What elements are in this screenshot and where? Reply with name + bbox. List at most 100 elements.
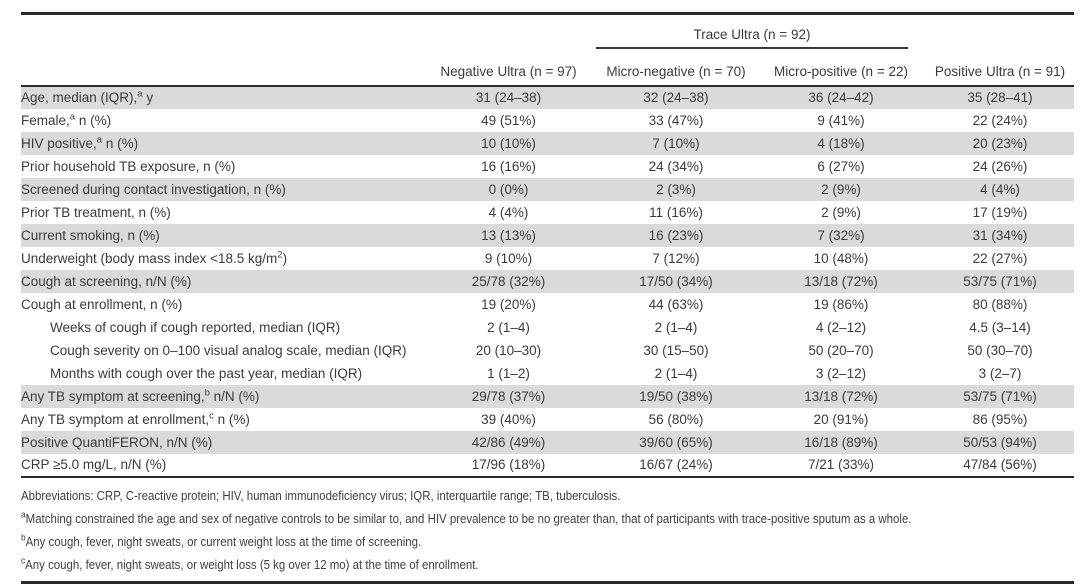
row-label-text: Prior household TB exposure, n (%)	[21, 158, 236, 174]
cell-value: 17/96 (18%)	[421, 453, 596, 478]
table-row: Screened during contact investigation, n…	[21, 177, 1075, 201]
row-label-text: Positive QuantiFERON, n/N (%)	[21, 434, 213, 450]
cell-value: 10 (48%)	[813, 250, 869, 266]
cell-value: 36 (24–42)	[808, 90, 874, 105]
cell-value: 7/21 (33%)	[756, 453, 927, 478]
cell-value: 22 (27%)	[972, 250, 1028, 266]
cell-value: 29/78 (37%)	[471, 388, 546, 404]
row-label-text: CRP ≥5.0 mg/L, n/N (%)	[21, 457, 167, 472]
row-label-superscript: b	[204, 387, 210, 398]
cell-value: 25/78 (32%)	[471, 273, 546, 289]
cell-value: 16/67 (24%)	[596, 453, 756, 478]
cell-value: 10 (10%)	[481, 135, 536, 151]
cell-value: 9 (10%)	[484, 250, 533, 266]
cell-value: 3 (2–12)	[815, 365, 867, 381]
row-label-text: n (%)	[75, 112, 112, 128]
row-label-text: Screened during contact investigation, n…	[21, 181, 286, 197]
cell-value: 17 (19%)	[972, 204, 1028, 220]
footnote-a-text: Matching constrained the age and sex of …	[25, 510, 912, 526]
table-row: HIV positive,a n (%) 10 (10%) 7 (10%) 4 (18…	[21, 131, 1075, 155]
cell-value: 50 (30–70)	[967, 342, 1033, 358]
row-label-text: Cough severity on 0–100 visual analog sc…	[50, 342, 407, 358]
row-label: Cough at screening, n/N (%)	[21, 270, 421, 293]
abbreviations-note: Abbreviations: CRP, C-reactive protein; …	[21, 487, 621, 503]
footnote-c: cAny cough, fever, night sweats, or weig…	[21, 555, 948, 572]
cell-value: 47/84 (56%)	[926, 453, 1075, 478]
row-label-text: Any TB symptom at screening,	[21, 388, 205, 404]
row-label: Positive QuantiFERON, n/N (%)	[21, 431, 421, 454]
row-label: Weeks of cough if cough reported, median…	[21, 316, 421, 339]
cell-value: 24 (34%)	[648, 158, 704, 174]
row-label-text: Female,	[21, 112, 70, 128]
row-label: HIV positive,a n (%)	[21, 132, 421, 155]
column-header-micro-negative: Micro-negative (n = 70)	[596, 48, 756, 87]
row-label-text: n/N (%)	[209, 388, 260, 404]
table-row: Current smoking, n (%) 13 (13%) 16 (23%) 7 …	[21, 223, 1075, 247]
cell-value: 2 (9%)	[821, 204, 861, 220]
cell-value: 7 (32%)	[817, 227, 865, 243]
cell-value: 42/86 (49%)	[471, 434, 546, 450]
row-label: Current smoking, n (%)	[21, 224, 421, 247]
table-row: Cough severity on 0–100 visual analog sc…	[21, 339, 1074, 362]
cell-value: 4 (18%)	[817, 135, 865, 151]
footnote-c-text: Any cough, fever, night sweats, or weigh…	[25, 556, 479, 572]
cell-value: 31 (24–38)	[475, 90, 542, 105]
table-row: Prior household TB exposure, n (%) 16 (16…	[21, 155, 1074, 178]
cell-value: 7 (12%)	[652, 250, 700, 266]
cell-value: 16 (23%)	[648, 227, 704, 243]
row-label-text: Weeks of cough if cough reported, median…	[50, 319, 341, 335]
row-label: Any TB symptom at screening,b n/N (%)	[21, 385, 421, 408]
row-label-text: Cough at enrollment, n (%)	[21, 296, 183, 312]
table-row: Positive QuantiFERON, n/N (%) 42/86 (49%)…	[21, 430, 1075, 454]
footnotes: Abbreviations: CRP, C-reactive protein; …	[21, 487, 1074, 572]
cell-value: 56 (80%)	[648, 411, 704, 427]
footnote-b-marker: b	[21, 532, 26, 544]
cell-value: 7 (10%)	[652, 135, 700, 151]
footnote-c-marker: c	[21, 555, 26, 567]
cell-value: 24 (26%)	[972, 158, 1028, 174]
row-label-text: Prior TB treatment, n (%)	[21, 204, 171, 220]
footnote-a-marker: a	[21, 509, 26, 521]
cell-value: 2 (3%)	[656, 181, 696, 197]
row-label-text: y	[142, 90, 154, 105]
bottom-rule	[21, 580, 1074, 584]
footnote-b-text: Any cough, fever, night sweats, or curre…	[25, 533, 422, 549]
table-body: Age, median (IQR), a y 31 (24–38) 32 (24–38…	[21, 85, 1075, 478]
table-row: Any TB symptom at enrollment,c n (%) 39 (…	[21, 408, 1074, 431]
cell-value: 4 (4%)	[980, 181, 1020, 197]
cell-value: 53/75 (71%)	[963, 273, 1037, 289]
group-header-spacer	[421, 14, 596, 49]
table-row: CRP ≥5.0 mg/L, n/N (%) 17/96 (18%) 16/67 (…	[21, 453, 1075, 478]
cell-value: 50 (20–70)	[808, 342, 874, 358]
cell-value: 19/50 (38%)	[639, 388, 713, 404]
row-label-superscript: c	[209, 410, 214, 421]
cell-value: 49 (51%)	[481, 112, 536, 128]
cell-value: 4 (2–12)	[815, 319, 867, 335]
row-label: Female,a n (%)	[21, 109, 421, 132]
group-header-spacer	[926, 14, 1074, 49]
row-label-text: Age, median (IQR),	[21, 90, 138, 105]
row-label: Cough severity on 0–100 visual analog sc…	[21, 339, 421, 362]
row-label: CRP ≥5.0 mg/L, n/N (%)	[21, 453, 421, 478]
characteristics-table: Trace Ultra (n = 92) Negative Ultra (n =…	[21, 12, 1075, 478]
table-row: Any TB symptom at screening,b n/N (%) 29/…	[21, 384, 1075, 408]
cell-value: 50/53 (94%)	[963, 434, 1037, 450]
cell-value: 32 (24–38)	[643, 90, 709, 105]
row-label-superscript: a	[96, 134, 103, 145]
table-row: Cough at screening, n/N (%) 25/78 (32%) 17…	[21, 269, 1075, 293]
cell-value: 4 (4%)	[488, 204, 529, 220]
cell-value: 13/18 (72%)	[804, 273, 878, 289]
row-label: Prior household TB exposure, n (%)	[21, 155, 421, 178]
cell-value: 6 (27%)	[817, 158, 865, 174]
cell-value: 0 (0%)	[488, 181, 529, 197]
row-label-text: )	[282, 250, 288, 266]
cell-value: 1 (1–2)	[487, 365, 530, 381]
row-label: Months with cough over the past year, me…	[21, 362, 421, 385]
cell-value: 16 (16%)	[481, 158, 536, 174]
cell-value: 20 (23%)	[972, 135, 1028, 151]
cell-value: 16/18 (89%)	[804, 434, 878, 450]
column-header-micro-positive: Micro-positive (n = 22)	[756, 48, 927, 87]
cell-value: 13/18 (72%)	[804, 388, 878, 404]
row-label-text: n (%)	[213, 411, 250, 427]
cell-value: 39/60 (65%)	[639, 434, 713, 450]
